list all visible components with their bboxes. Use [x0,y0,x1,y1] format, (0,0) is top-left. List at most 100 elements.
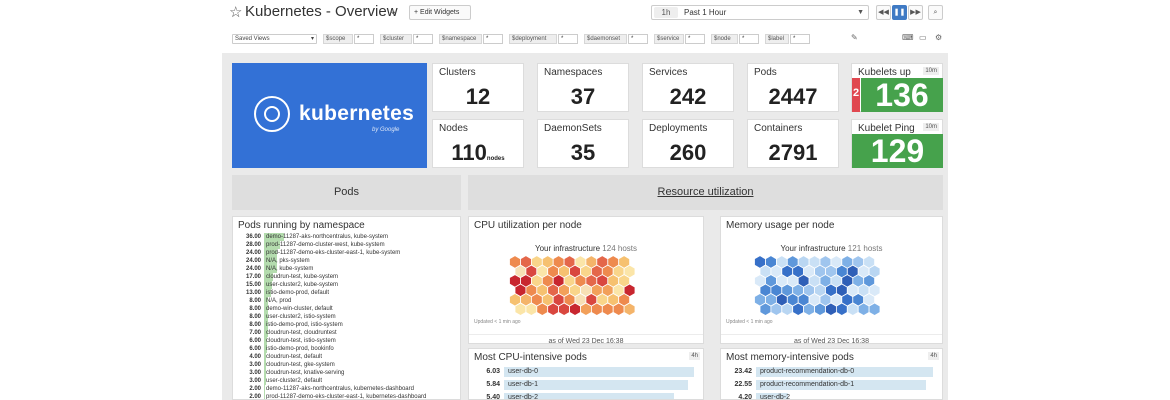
namespace-row[interactable]: 8.00 N/A, prod [233,297,460,305]
filter-service-value[interactable]: * [685,34,705,44]
host-hexagon[interactable] [601,302,614,316]
namespace-row[interactable]: 6.00 cloudrun-test, istio-system [233,337,460,345]
monitor-icon[interactable]: ▭ [919,33,927,42]
kubelets-up-card[interactable]: Kubelets up 10m 2 136 [851,63,943,113]
host-hexagon[interactable] [770,302,783,316]
namespace-row[interactable]: 17.00 cloudrun-test, kube-system [233,273,460,281]
containers-card[interactable]: Containers 2791 [747,119,839,168]
namespace-row[interactable]: 8.00 istio-demo-prod, istio-system [233,321,460,329]
host-hexagon[interactable] [814,302,826,316]
cpu-hostmap-widget[interactable]: CPU utilization per node Your infrastruc… [468,216,704,345]
toplist-row[interactable]: 22.55 product-recommendation-db-1 [726,380,939,390]
namespace-row[interactable]: 24.00 N/A, kube-system [233,265,460,273]
memory-hexmap[interactable] [754,255,914,319]
namespace-row-value: 13.00 [245,290,261,296]
host-hexagon[interactable] [547,302,559,316]
host-hexagon[interactable] [868,302,881,316]
namespace-row[interactable]: 3.00 cloudrun-test, knative-serving [233,369,460,377]
host-hexagon[interactable] [569,302,581,316]
filter-namespace-value[interactable]: * [483,34,503,44]
namespace-row-value: 8.00 [249,298,261,304]
favorite-star-icon[interactable]: ☆ [229,4,243,21]
gear-icon[interactable]: ⚙ [935,33,943,42]
namespace-row[interactable]: 24.00 prod-11287-demo-eks-cluster-east-1,… [233,249,460,257]
host-hexagon[interactable] [825,302,837,316]
fast-forward-button[interactable]: ▶▶ [908,5,923,20]
pods-card[interactable]: Pods 2447 [747,63,839,112]
cpu-intensive-pods-widget[interactable]: Most CPU-intensive pods 4h 6.03 user-db-0… [468,348,704,400]
memory-infra-label: Your infrastructure [780,244,846,253]
namespace-row[interactable]: 28.00 prod-11287-demo-cluster-west, kube-… [233,241,460,249]
namespace-row[interactable]: 2.00 demo-11287-aks-northcentralus, kuber… [233,385,460,393]
toplist-row[interactable]: 23.42 product-recommendation-db-0 [726,367,939,377]
host-hexagon[interactable] [591,302,603,316]
nodes-card[interactable]: Nodes 110nodes [432,119,524,168]
filter-scope-value[interactable]: * [354,34,374,44]
memory-hostmap-widget[interactable]: Memory usage per node Your infrastructur… [720,216,943,345]
namespace-row[interactable]: 15.00 user-cluster2, kube-system [233,281,460,289]
namespace-row-value: 8.00 [249,322,261,328]
namespace-row[interactable]: 8.00 demo-win-cluster, default [233,305,460,313]
edit-widgets-button[interactable]: + Edit Widgets [409,5,471,20]
host-hexagon[interactable] [759,302,772,316]
host-hexagon[interactable] [612,302,625,316]
namespace-row-name: cloudrun-test, kube-system [266,274,339,280]
namespace-row[interactable]: 6.00 istio-demo-prod, bookinfo [233,345,460,353]
pods-by-namespace-widget[interactable]: Pods running by namespace 36.00 demo-1128… [232,216,461,400]
resource-section-title[interactable]: Resource utilization [657,186,754,198]
title-chevron-down-icon[interactable]: ⌄ [389,6,398,17]
memory-intensive-list: 23.42 product-recommendation-db-0 22.55 pro… [721,367,942,399]
toplist-row[interactable]: 5.40 user-db-2 [474,393,700,399]
namespace-row[interactable]: 36.00 demo-11287-aks-northcentralus, kube… [233,233,460,241]
daemonsets-card[interactable]: DaemonSets 35 [537,119,629,168]
services-card[interactable]: Services 242 [642,63,734,112]
host-hexagon[interactable] [857,302,870,316]
filter-cluster-value[interactable]: * [413,34,433,44]
cpu-hexmap[interactable] [509,255,669,319]
saved-views-select[interactable]: Saved Views ▾ [232,34,317,44]
toplist-row[interactable]: 4.20 user-db-2 [726,393,939,399]
search-button[interactable]: ⌕ [928,5,943,20]
host-hexagon[interactable] [836,302,848,316]
namespaces-card[interactable]: Namespaces 37 [537,63,629,112]
toplist-row[interactable]: 5.84 user-db-1 [474,380,700,390]
host-hexagon[interactable] [846,302,859,316]
namespace-row-value: 3.00 [249,362,261,368]
host-hexagon[interactable] [803,302,815,316]
clusters-card[interactable]: Clusters 12 [432,63,524,112]
namespace-row[interactable]: 7.00 cloudrun-test, cloudruntest [233,329,460,337]
host-hexagon[interactable] [792,302,804,316]
namespace-row[interactable]: 8.00 user-cluster2, istio-system [233,313,460,321]
namespace-row-name: cloudrun-test, default [266,354,323,360]
namespace-row[interactable]: 13.00 istio-demo-prod, default [233,289,460,297]
host-hexagon[interactable] [536,302,549,316]
host-hexagon[interactable] [525,302,538,316]
keyboard-icon[interactable]: ⌨ [902,33,914,42]
memory-intensive-pods-widget[interactable]: Most memory-intensive pods 4h 23.42 produ… [720,348,943,400]
namespace-row[interactable]: 24.00 N/A, pks-system [233,257,460,265]
kubelets-up-label: Kubelets up [858,67,911,78]
host-hexagon[interactable] [558,302,570,316]
host-hexagon[interactable] [623,302,636,316]
filter-node-value[interactable]: * [739,34,759,44]
toplist-row-value: 23.42 [734,368,752,375]
namespace-row-name: cloudrun-test, knative-serving [266,370,345,376]
time-range-select[interactable]: 1h Past 1 Hour ▼ [651,5,869,20]
host-hexagon[interactable] [580,302,592,316]
kubelet-ping-card[interactable]: Kubelet Ping 10m 129 [851,119,943,169]
filter-daemonset-value[interactable]: * [628,34,648,44]
filter-deployment-value[interactable]: * [558,34,578,44]
namespace-row[interactable]: 2.00 prod-11287-demo-eks-cluster-east-1, … [233,393,460,399]
namespace-row[interactable]: 3.00 user-cluster2, default [233,377,460,385]
rewind-button[interactable]: ◀◀ [876,5,891,20]
pause-button[interactable]: ❚❚ [892,5,907,20]
host-hexagon[interactable] [781,302,794,316]
saved-views-label: Saved Views [235,36,270,42]
toplist-row[interactable]: 6.03 user-db-0 [474,367,700,377]
namespace-row[interactable]: 3.00 cloudrun-test, gke-system [233,361,460,369]
namespace-row[interactable]: 4.00 cloudrun-test, default [233,353,460,361]
host-hexagon[interactable] [514,302,527,316]
pencil-icon[interactable]: ✎ [851,33,858,42]
deployments-card[interactable]: Deployments 260 [642,119,734,168]
filter-label-value[interactable]: * [790,34,810,44]
